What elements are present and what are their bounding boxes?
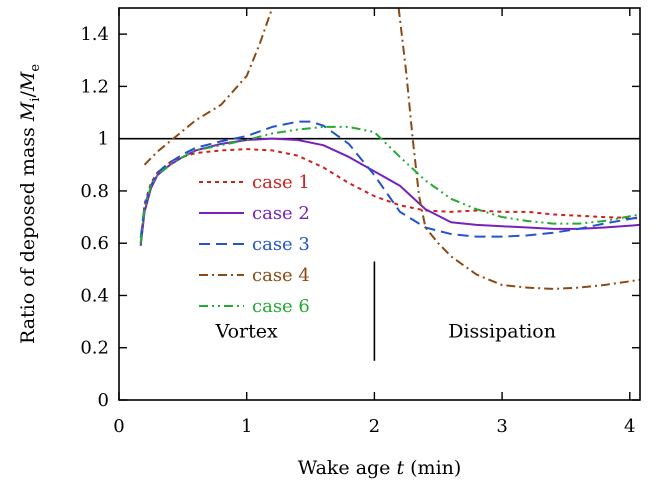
- region-label-dissipation: Dissipation: [448, 320, 556, 342]
- x-axis-title-part: Wake age: [298, 457, 397, 479]
- x-tick-label-1: 1: [241, 416, 252, 437]
- text-layer: 0 1 2 3 4 0 0.2 0.4 0.6 0.8 1 1.2 1.4 Wake age t (min…: [17, 24, 636, 479]
- y-tick-label-1: 0.2: [80, 338, 109, 359]
- y-axis-title-var-m2: M: [17, 71, 39, 92]
- legend-label-case-1: case 1: [252, 172, 310, 193]
- x-tick-label-0: 0: [113, 416, 124, 437]
- legend-label-case-6: case 6: [252, 296, 310, 317]
- x-axis-title-unit: (min): [404, 457, 461, 479]
- y-axis-title-sub-e: e: [28, 64, 43, 72]
- x-tick-label-4: 4: [624, 416, 635, 437]
- series-line-case-1: [139, 148, 640, 244]
- axes-layer: [118, 7, 641, 401]
- series-line-case-4-part-2: [397, 8, 640, 290]
- y-tick-label-3: 0.6: [80, 233, 109, 254]
- y-tick-label-5: 1: [98, 129, 109, 150]
- y-tick-label-2: 0.4: [80, 285, 109, 306]
- plot-frame: [118, 7, 641, 401]
- series-line-case-2: [139, 137, 640, 246]
- y-axis-title-slash: /: [17, 91, 39, 98]
- y-tick-label-4: 0.8: [80, 181, 109, 202]
- series-group: [139, 8, 640, 290]
- x-tick-label-2: 2: [369, 416, 380, 437]
- x-axis-title-var: t: [396, 457, 404, 479]
- y-axis-title-text: Ratio of deposed mass: [17, 121, 39, 344]
- x-tick-label-3: 3: [496, 416, 507, 437]
- region-label-vortex: Vortex: [215, 320, 278, 342]
- x-axis-title: Wake age t (min): [298, 457, 462, 479]
- y-axis-title: Ratio of deposed mass Mi/Me: [17, 64, 43, 344]
- legend: case 1 case 2 case 3 case 4 case 6: [199, 172, 310, 317]
- y-tick-label-6: 1.2: [80, 76, 109, 97]
- legend-label-case-3: case 3: [252, 234, 310, 255]
- y-axis-title-sub-i: i: [28, 98, 43, 102]
- series-line-case-3: [139, 120, 640, 239]
- legend-label-case-4: case 4: [252, 265, 310, 286]
- data-layer: [119, 8, 640, 361]
- y-tick-label-7: 1.4: [80, 24, 109, 45]
- legend-label-case-2: case 2: [252, 203, 310, 224]
- y-tick-label-0: 0: [98, 390, 109, 411]
- y-axis-title-var-m: M: [17, 101, 39, 122]
- series-line-case-4-part-1: [143, 8, 274, 166]
